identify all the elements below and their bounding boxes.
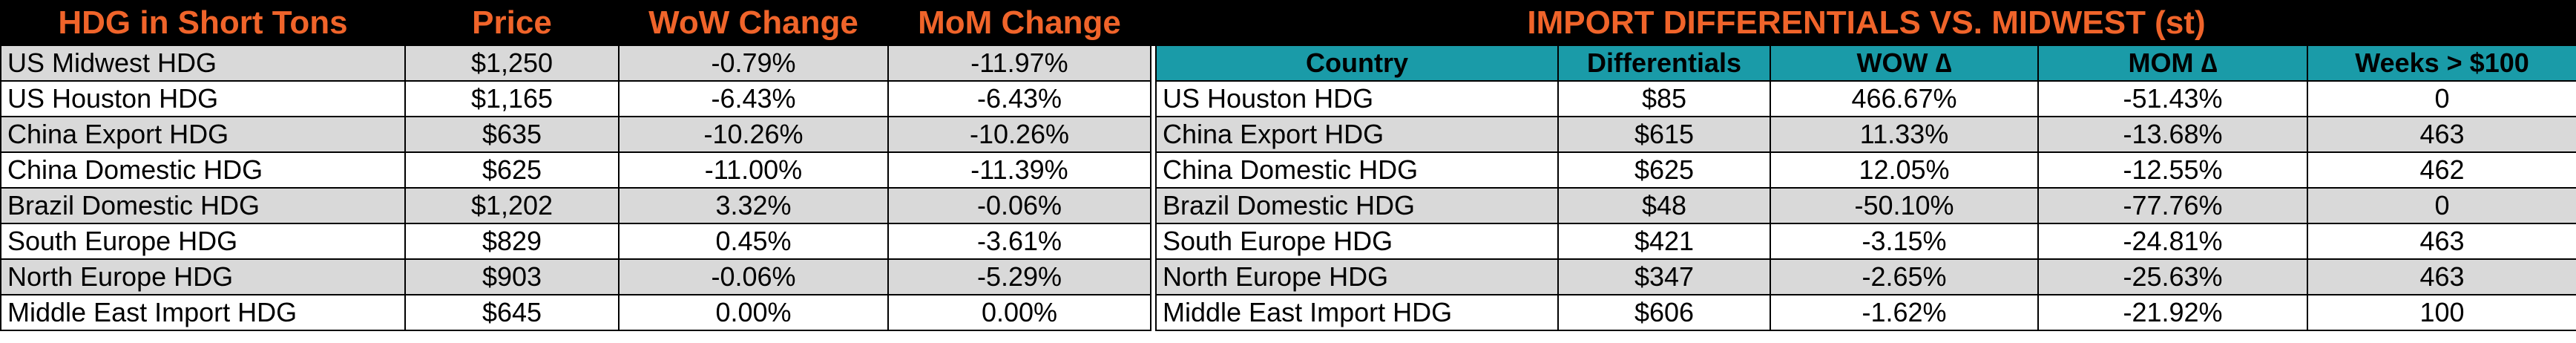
data-row: Middle East Import HDG $645 0.00% 0.00% bbox=[0, 294, 1151, 331]
data-row: Brazil Domestic HDG $1,202 3.32% -0.06% bbox=[0, 187, 1151, 224]
row-label: South Europe HDG bbox=[1155, 223, 1559, 260]
data-row: US Houston HDG $1,165 -6.43% -6.43% bbox=[0, 80, 1151, 117]
cell: -6.43% bbox=[887, 80, 1151, 117]
row-label: Brazil Domestic HDG bbox=[0, 187, 406, 224]
header-cell: WOW ∆ bbox=[1770, 45, 2039, 82]
header-cell: Price bbox=[404, 0, 620, 46]
header-cell: Country bbox=[1155, 45, 1559, 82]
row-label: China Export HDG bbox=[1155, 116, 1559, 153]
data-row: North Europe HDG $903 -0.06% -5.29% bbox=[0, 258, 1151, 295]
cell: $615 bbox=[1557, 116, 1771, 153]
cell: 3.32% bbox=[618, 187, 889, 224]
cell: -3.15% bbox=[1770, 223, 2039, 260]
cell: -10.26% bbox=[887, 116, 1151, 153]
cell: -6.43% bbox=[618, 80, 889, 117]
cell: $625 bbox=[1557, 151, 1771, 189]
cell: -11.39% bbox=[887, 151, 1151, 189]
title-row: IMPORT DIFFERENTIALS VS. MIDWEST (st) bbox=[1154, 0, 2576, 46]
table-title: IMPORT DIFFERENTIALS VS. MIDWEST (st) bbox=[1154, 0, 2576, 46]
cell: -0.06% bbox=[887, 187, 1151, 224]
cell: 100 bbox=[2306, 294, 2576, 331]
header-cell: Differentials bbox=[1557, 45, 1771, 82]
header-row: Country Differentials WOW ∆ MOM ∆ Weeks > $1… bbox=[1155, 45, 2576, 82]
cell: -0.06% bbox=[618, 258, 889, 295]
row-label: US Houston HDG bbox=[0, 80, 406, 117]
cell: $48 bbox=[1557, 187, 1771, 224]
data-row: US Midwest HDG $1,250 -0.79% -11.97% bbox=[0, 45, 1151, 82]
data-row: China Domestic HDG $625 12.05% -12.55% 462 bbox=[1155, 151, 2576, 189]
data-row: China Domestic HDG $625 -11.00% -11.39% bbox=[0, 151, 1151, 189]
cell: -50.10% bbox=[1770, 187, 2039, 224]
cell: -10.26% bbox=[618, 116, 889, 153]
data-row: South Europe HDG $421 -3.15% -24.81% 463 bbox=[1155, 223, 2576, 260]
header-cell: WoW Change bbox=[618, 0, 889, 46]
cell: 462 bbox=[2306, 151, 2576, 189]
data-row: China Export HDG $635 -10.26% -10.26% bbox=[0, 116, 1151, 153]
row-label: North Europe HDG bbox=[1155, 258, 1559, 295]
cell: -25.63% bbox=[2037, 258, 2308, 295]
cell: $347 bbox=[1557, 258, 1771, 295]
cell: 0.00% bbox=[618, 294, 889, 331]
row-label: China Domestic HDG bbox=[1155, 151, 1559, 189]
row-label: US Midwest HDG bbox=[0, 45, 406, 82]
cell: -2.65% bbox=[1770, 258, 2039, 295]
header-cell: MoM Change bbox=[887, 0, 1151, 46]
cell: 12.05% bbox=[1770, 151, 2039, 189]
cell: $85 bbox=[1557, 80, 1771, 117]
cell: -24.81% bbox=[2037, 223, 2308, 260]
cell: -13.68% bbox=[2037, 116, 2308, 153]
hdg-price-table: HDG in Short Tons Price WoW Change MoM Chan… bbox=[0, 0, 1151, 331]
cell: -51.43% bbox=[2037, 80, 2308, 117]
cell: 466.67% bbox=[1770, 80, 2039, 117]
cell: 0 bbox=[2306, 80, 2576, 117]
cell: 11.33% bbox=[1770, 116, 2039, 153]
cell: -21.92% bbox=[2037, 294, 2308, 331]
data-row: Brazil Domestic HDG $48 -50.10% -77.76% 0 bbox=[1155, 187, 2576, 224]
data-row: Middle East Import HDG $606 -1.62% -21.92% 1… bbox=[1155, 294, 2576, 331]
cell: 463 bbox=[2306, 223, 2576, 260]
cell: $635 bbox=[404, 116, 620, 153]
cell: $1,202 bbox=[404, 187, 620, 224]
row-label: China Domestic HDG bbox=[0, 151, 406, 189]
cell: $625 bbox=[404, 151, 620, 189]
data-row: South Europe HDG $829 0.45% -3.61% bbox=[0, 223, 1151, 260]
row-label: US Houston HDG bbox=[1155, 80, 1559, 117]
import-differentials-table: IMPORT DIFFERENTIALS VS. MIDWEST (st) Co… bbox=[1154, 0, 2576, 331]
cell: -77.76% bbox=[2037, 187, 2308, 224]
header-cell: HDG in Short Tons bbox=[0, 0, 406, 46]
cell: $1,165 bbox=[404, 80, 620, 117]
cell: -12.55% bbox=[2037, 151, 2308, 189]
header-cell: MOM ∆ bbox=[2037, 45, 2308, 82]
header-cell: Weeks > $100 bbox=[2306, 45, 2576, 82]
cell: 0 bbox=[2306, 187, 2576, 224]
row-label: Brazil Domestic HDG bbox=[1155, 187, 1559, 224]
cell: -11.00% bbox=[618, 151, 889, 189]
row-label: China Export HDG bbox=[0, 116, 406, 153]
cell: -3.61% bbox=[887, 223, 1151, 260]
divider bbox=[1150, 0, 1155, 46]
cell: 463 bbox=[2306, 116, 2576, 153]
cell: 0.00% bbox=[887, 294, 1151, 331]
data-row: China Export HDG $615 11.33% -13.68% 463 bbox=[1155, 116, 2576, 153]
cell: 0.45% bbox=[618, 223, 889, 260]
header-row: HDG in Short Tons Price WoW Change MoM Chan… bbox=[0, 0, 1151, 46]
row-label: North Europe HDG bbox=[0, 258, 406, 295]
cell: -1.62% bbox=[1770, 294, 2039, 331]
cell: $606 bbox=[1557, 294, 1771, 331]
cell: $1,250 bbox=[404, 45, 620, 82]
row-label: Middle East Import HDG bbox=[1155, 294, 1559, 331]
row-label: South Europe HDG bbox=[0, 223, 406, 260]
cell: $903 bbox=[404, 258, 620, 295]
row-label: Middle East Import HDG bbox=[0, 294, 406, 331]
cell: -5.29% bbox=[887, 258, 1151, 295]
cell: $829 bbox=[404, 223, 620, 260]
cell: $645 bbox=[404, 294, 620, 331]
data-row: US Houston HDG $85 466.67% -51.43% 0 bbox=[1155, 80, 2576, 117]
data-row: North Europe HDG $347 -2.65% -25.63% 463 bbox=[1155, 258, 2576, 295]
cell: -0.79% bbox=[618, 45, 889, 82]
cell: -11.97% bbox=[887, 45, 1151, 82]
cell: $421 bbox=[1557, 223, 1771, 260]
cell: 463 bbox=[2306, 258, 2576, 295]
